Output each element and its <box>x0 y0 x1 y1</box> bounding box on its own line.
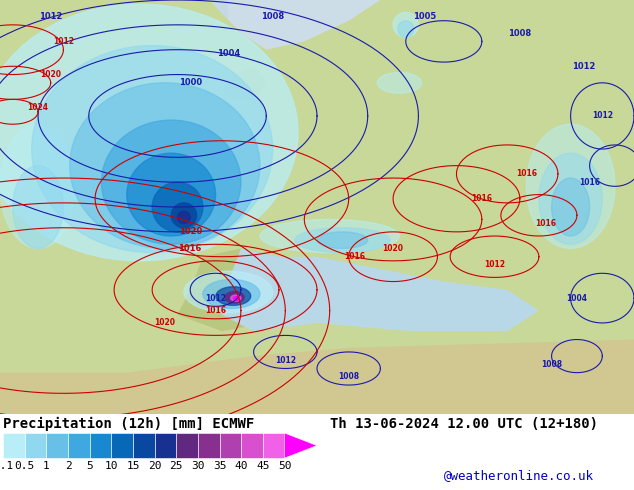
Ellipse shape <box>317 232 368 248</box>
Text: 1016: 1016 <box>471 194 493 203</box>
Text: 1020: 1020 <box>179 227 202 236</box>
Ellipse shape <box>233 296 240 300</box>
Text: Precipitation (12h) [mm] ECMWF: Precipitation (12h) [mm] ECMWF <box>3 417 254 431</box>
Polygon shape <box>285 433 317 458</box>
Text: 35: 35 <box>213 461 226 471</box>
Bar <box>219 433 242 458</box>
Text: 1020: 1020 <box>154 318 176 327</box>
Text: 40: 40 <box>235 461 248 471</box>
Text: 1016: 1016 <box>205 306 226 315</box>
Text: 15: 15 <box>126 461 139 471</box>
Text: @weatheronline.co.uk: @weatheronline.co.uk <box>444 469 594 482</box>
Text: 30: 30 <box>191 461 205 471</box>
Text: Th 13-06-2024 12.00 UTC (12+180): Th 13-06-2024 12.00 UTC (12+180) <box>330 417 598 431</box>
Text: 1: 1 <box>43 461 50 471</box>
Polygon shape <box>0 0 634 414</box>
Text: 1016: 1016 <box>344 252 366 261</box>
Text: 1005: 1005 <box>413 12 436 21</box>
Text: 1004: 1004 <box>566 294 588 303</box>
Ellipse shape <box>552 178 590 236</box>
Ellipse shape <box>260 220 399 252</box>
Ellipse shape <box>0 124 76 248</box>
Text: 1020: 1020 <box>40 70 61 79</box>
Bar <box>242 433 263 458</box>
Polygon shape <box>0 340 634 414</box>
Text: 1008: 1008 <box>508 28 531 38</box>
Text: 1008: 1008 <box>338 372 359 381</box>
Text: 1004: 1004 <box>217 49 240 58</box>
Ellipse shape <box>101 120 241 245</box>
Text: 25: 25 <box>169 461 183 471</box>
Ellipse shape <box>178 211 190 223</box>
Text: 50: 50 <box>278 461 291 471</box>
Text: 1008: 1008 <box>541 360 562 369</box>
Text: 1000: 1000 <box>179 78 202 87</box>
Text: 1012: 1012 <box>592 111 613 121</box>
Text: 1012: 1012 <box>572 62 595 71</box>
Text: 1024: 1024 <box>27 103 49 112</box>
Text: 1020: 1020 <box>382 244 404 253</box>
Ellipse shape <box>231 295 241 301</box>
Bar <box>112 433 133 458</box>
Bar <box>3 433 25 458</box>
Bar <box>0 0 228 414</box>
Text: 1012: 1012 <box>53 37 74 46</box>
Text: 20: 20 <box>148 461 162 471</box>
Text: 1016: 1016 <box>515 170 537 178</box>
Text: 1016: 1016 <box>179 244 202 253</box>
Bar <box>25 433 46 458</box>
Bar <box>155 433 176 458</box>
Ellipse shape <box>377 73 422 93</box>
Ellipse shape <box>295 228 390 252</box>
Text: 2: 2 <box>65 461 72 471</box>
Ellipse shape <box>32 46 273 252</box>
Ellipse shape <box>184 271 273 313</box>
Text: 5: 5 <box>86 461 93 471</box>
Text: 0.1: 0.1 <box>0 461 13 471</box>
Text: 0.5: 0.5 <box>15 461 35 471</box>
Bar <box>198 433 219 458</box>
Ellipse shape <box>539 153 602 245</box>
Text: 10: 10 <box>105 461 118 471</box>
Polygon shape <box>222 66 266 99</box>
Bar <box>176 433 198 458</box>
Bar <box>263 433 285 458</box>
Ellipse shape <box>152 182 203 232</box>
Ellipse shape <box>216 287 250 305</box>
Text: 1016: 1016 <box>534 219 556 228</box>
Text: 1012: 1012 <box>39 12 62 21</box>
Bar <box>68 433 90 458</box>
Ellipse shape <box>127 153 216 236</box>
Ellipse shape <box>13 166 63 248</box>
Ellipse shape <box>398 21 413 37</box>
Text: 45: 45 <box>256 461 269 471</box>
Text: 1008: 1008 <box>261 12 284 21</box>
Ellipse shape <box>203 279 260 309</box>
Bar <box>90 433 112 458</box>
Ellipse shape <box>526 124 615 248</box>
Ellipse shape <box>0 4 298 261</box>
Ellipse shape <box>393 12 418 37</box>
Polygon shape <box>222 248 539 331</box>
Ellipse shape <box>70 83 260 248</box>
Text: 1012: 1012 <box>205 294 226 303</box>
Ellipse shape <box>225 292 244 303</box>
Polygon shape <box>178 248 292 331</box>
Text: 1016: 1016 <box>579 178 600 187</box>
Bar <box>46 433 68 458</box>
Text: 1012: 1012 <box>484 261 505 270</box>
Text: 1012: 1012 <box>275 356 296 365</box>
Bar <box>133 433 155 458</box>
Ellipse shape <box>171 203 197 228</box>
